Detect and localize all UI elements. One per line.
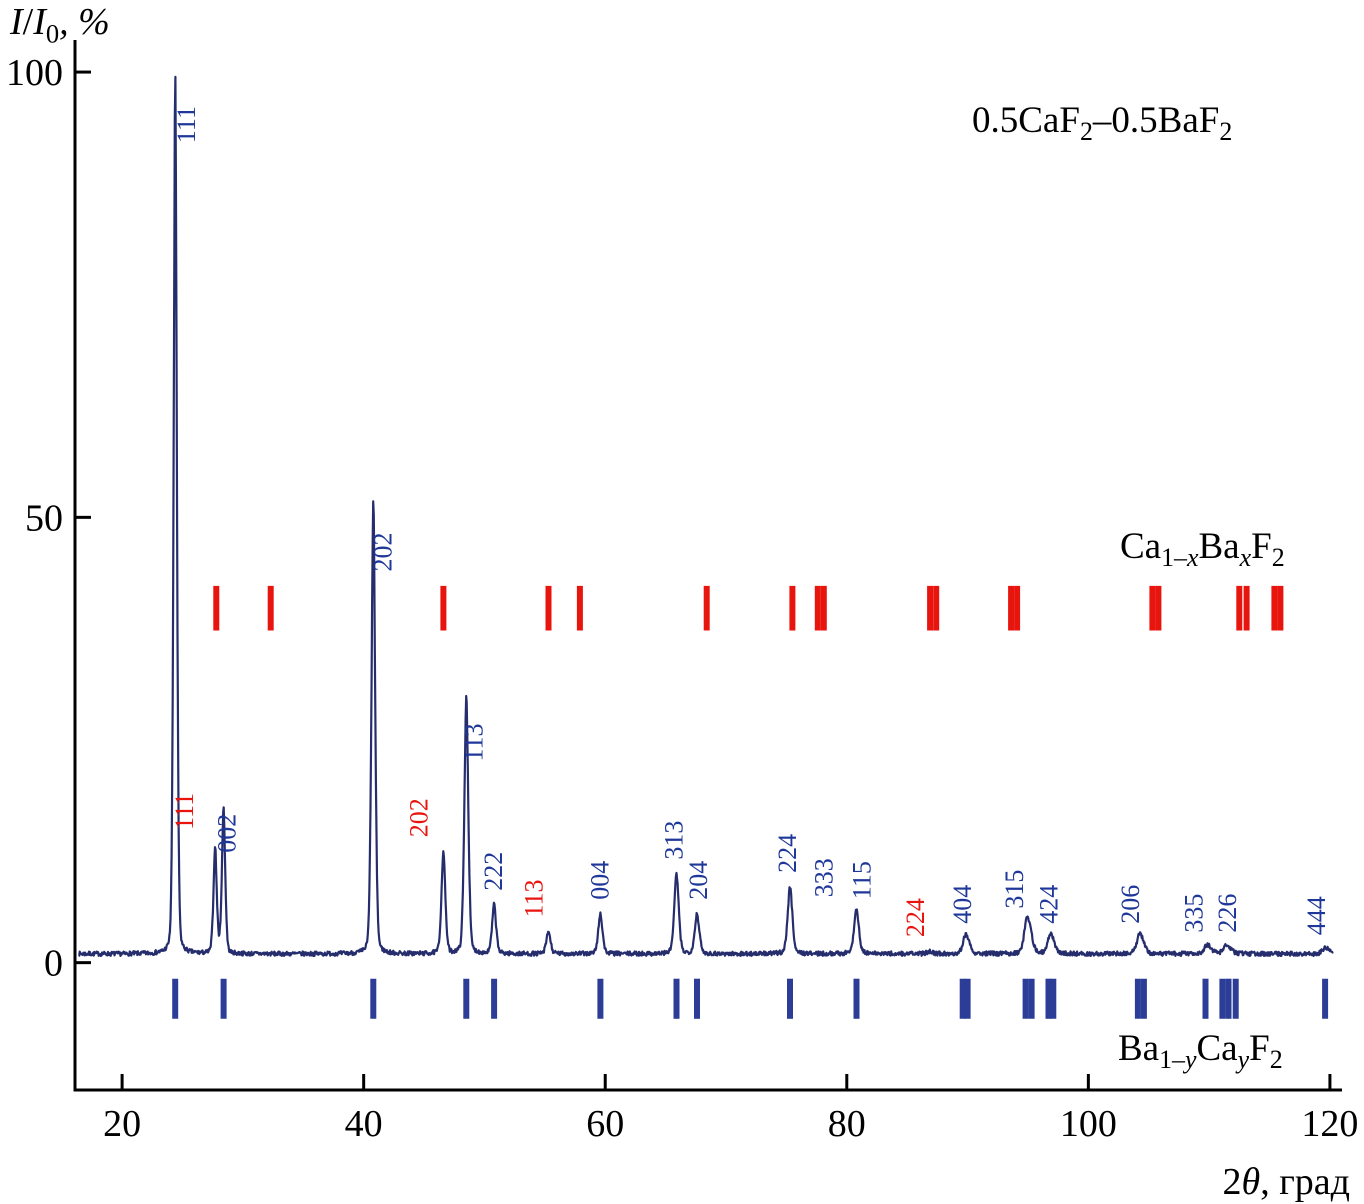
hkl-label: 115: [848, 861, 877, 899]
x-tick-label: 20: [103, 1103, 141, 1145]
hkl-label: 335: [1180, 894, 1209, 933]
hkl-label: 404: [948, 885, 977, 924]
hkl-label: 111: [172, 106, 201, 143]
diffraction-trace: [78, 75, 1334, 958]
hkl-label: 444: [1302, 896, 1331, 935]
composition-label: 0.5CaF2–0.5BaF2: [972, 100, 1232, 146]
hkl-label: 224: [773, 834, 802, 873]
hkl-label: 222: [479, 852, 508, 891]
y-tick-label: 0: [44, 943, 63, 985]
y-tick-label: 100: [6, 52, 63, 94]
phase-top-label: Ca1–xBaxF2: [1120, 526, 1285, 572]
hkl-label: 002: [213, 814, 242, 853]
hkl-label: 111: [170, 793, 199, 830]
x-tick-label: 100: [1060, 1103, 1117, 1145]
hkl-label: 333: [810, 858, 839, 897]
hkl-label: 202: [404, 798, 433, 837]
hkl-label: 202: [368, 533, 397, 572]
hkl-label: 204: [684, 861, 713, 900]
hkl-label: 226: [1213, 894, 1242, 933]
hkl-label: 313: [660, 821, 689, 860]
hkl-label: 224: [901, 898, 930, 937]
phase-tick-row-top: [213, 585, 1284, 631]
phase-tick-row-bottom: [172, 978, 1329, 1019]
hkl-label: 004: [585, 861, 614, 900]
hkl-label: 113: [520, 879, 549, 917]
x-tick-label: 80: [828, 1103, 866, 1145]
y-tick-label: 50: [25, 497, 63, 539]
x-tick-label: 40: [345, 1103, 383, 1145]
x-tick-label: 60: [586, 1103, 624, 1145]
x-axis-title: 2θ, град: [1223, 1161, 1350, 1203]
hkl-label: 206: [1116, 885, 1145, 924]
axes-spines: [73, 40, 1342, 1092]
hkl-label: 315: [1000, 870, 1029, 909]
y-axis-title: I/I0, %: [9, 1, 110, 48]
phase-bottom-label: Ba1–yCayF2: [1118, 1028, 1283, 1074]
x-tick-label: 120: [1301, 1103, 1358, 1145]
hkl-label: 113: [459, 723, 488, 761]
hkl-label: 424: [1035, 885, 1064, 924]
